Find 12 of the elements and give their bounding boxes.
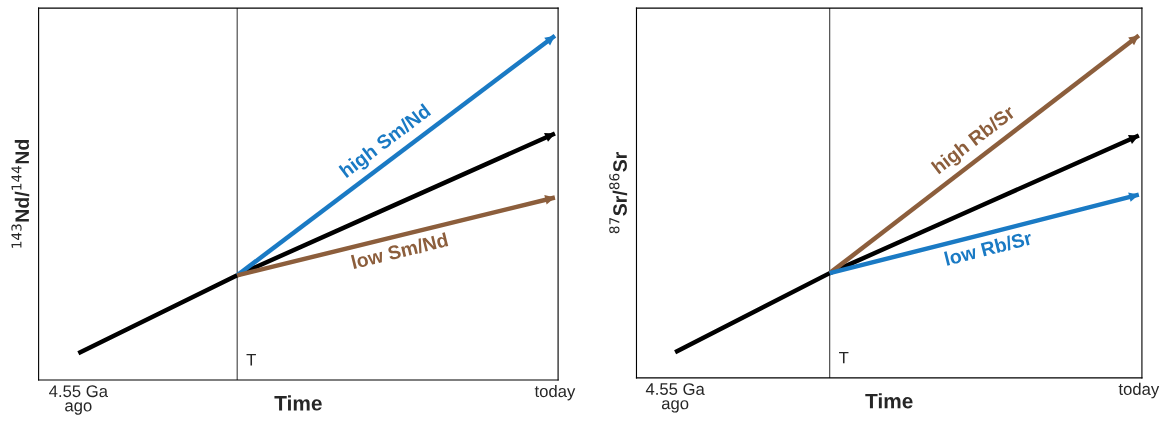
x-tick-label: today <box>1118 382 1160 399</box>
x-tick-label: today <box>534 384 576 401</box>
text: low Rb/Sr <box>943 230 1033 267</box>
annotation: T <box>839 351 849 364</box>
annotation: T <box>246 353 256 366</box>
x-tick-label: 4.55 Ga ago <box>49 385 108 415</box>
text: low Sm/Nd <box>350 232 449 270</box>
x-axis-title: Time <box>865 393 913 409</box>
y-axis-title: $^{87}$Sr/$^{86}$Sr <box>609 152 628 234</box>
x-tick-label: 4.55 Ga ago <box>645 383 705 413</box>
x-axis-title: Time <box>274 395 322 411</box>
y-axis-title: $^{143}$Nd/$^{144}$Nd <box>11 140 30 248</box>
